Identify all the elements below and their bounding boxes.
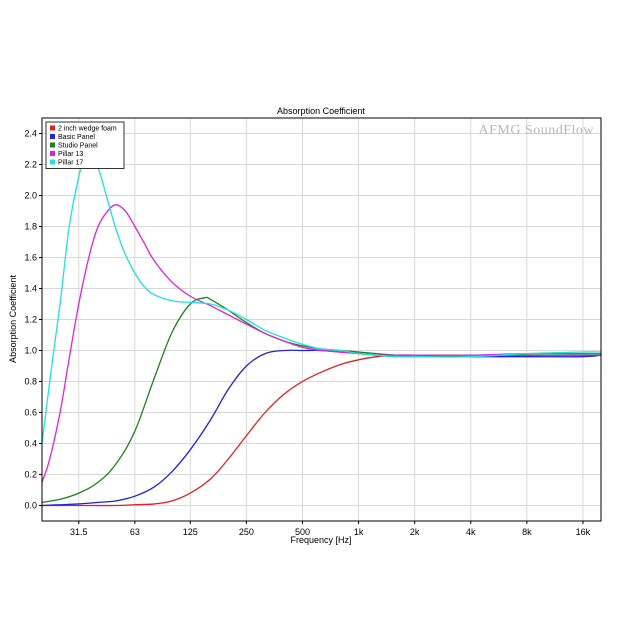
- legend-swatch: [50, 125, 55, 131]
- y-tick-label: 1.6: [24, 253, 37, 263]
- x-tick-label: 63: [130, 527, 140, 537]
- y-tick-label: 0.6: [24, 408, 37, 418]
- y-tick-label: 2.4: [24, 129, 37, 139]
- y-tick-label: 1.4: [24, 284, 37, 294]
- x-tick-label: 250: [239, 527, 254, 537]
- y-tick-label: 0.4: [24, 439, 37, 449]
- y-tick-label: 2.0: [24, 191, 37, 201]
- y-tick-label: 1.2: [24, 315, 37, 325]
- y-tick-label: 0.2: [24, 470, 37, 480]
- legend-label: Basic Panel: [58, 134, 95, 141]
- y-tick-label: 0.8: [24, 377, 37, 387]
- chart-title: Absorption Coefficient: [277, 106, 365, 116]
- x-tick-label: 4k: [466, 527, 476, 537]
- y-axis-ticks: 0.0 0.2 0.4 0.6 0.8 1.0 1.2 1.4 1.6 1.8 2.0 2.2 2.4: [24, 129, 42, 511]
- y-tick-label: 0.0: [24, 501, 37, 511]
- series-line-4: [41, 204, 602, 483]
- legend-label: Studio Panel: [58, 143, 98, 150]
- legend-label: Pillar 17: [58, 160, 83, 167]
- x-axis-ticks: 31.5 63 125 250 500 1k 2k 4k 8k 16k: [70, 521, 591, 537]
- x-tick-label: 1k: [354, 527, 364, 537]
- legend-swatch: [50, 134, 55, 139]
- legend-swatch: [50, 142, 55, 148]
- x-tick-label: 125: [183, 527, 198, 537]
- y-tick-label: 1.8: [24, 222, 37, 232]
- x-tick-label: 2k: [410, 527, 420, 537]
- x-axis-title: Frequency [Hz]: [290, 535, 351, 545]
- legend-label: 2 inch wedge foam: [58, 126, 117, 133]
- watermark: AFMG SoundFlow: [478, 123, 594, 138]
- x-tick-label: 8k: [522, 527, 532, 537]
- x-tick-label: 500: [295, 527, 310, 537]
- legend-swatch: [50, 151, 55, 156]
- legend-label: Pillar 13: [58, 151, 83, 158]
- legend-swatch: [50, 159, 55, 165]
- y-tick-label: 2.2: [24, 160, 37, 170]
- y-axis-title: Absorption Coefficient: [8, 275, 18, 363]
- legend-box: [45, 121, 125, 169]
- grid: [42, 118, 601, 521]
- y-tick-label: 1.0: [24, 346, 37, 356]
- x-tick-label: 31.5: [70, 527, 88, 537]
- x-tick-label: 16k: [576, 527, 591, 537]
